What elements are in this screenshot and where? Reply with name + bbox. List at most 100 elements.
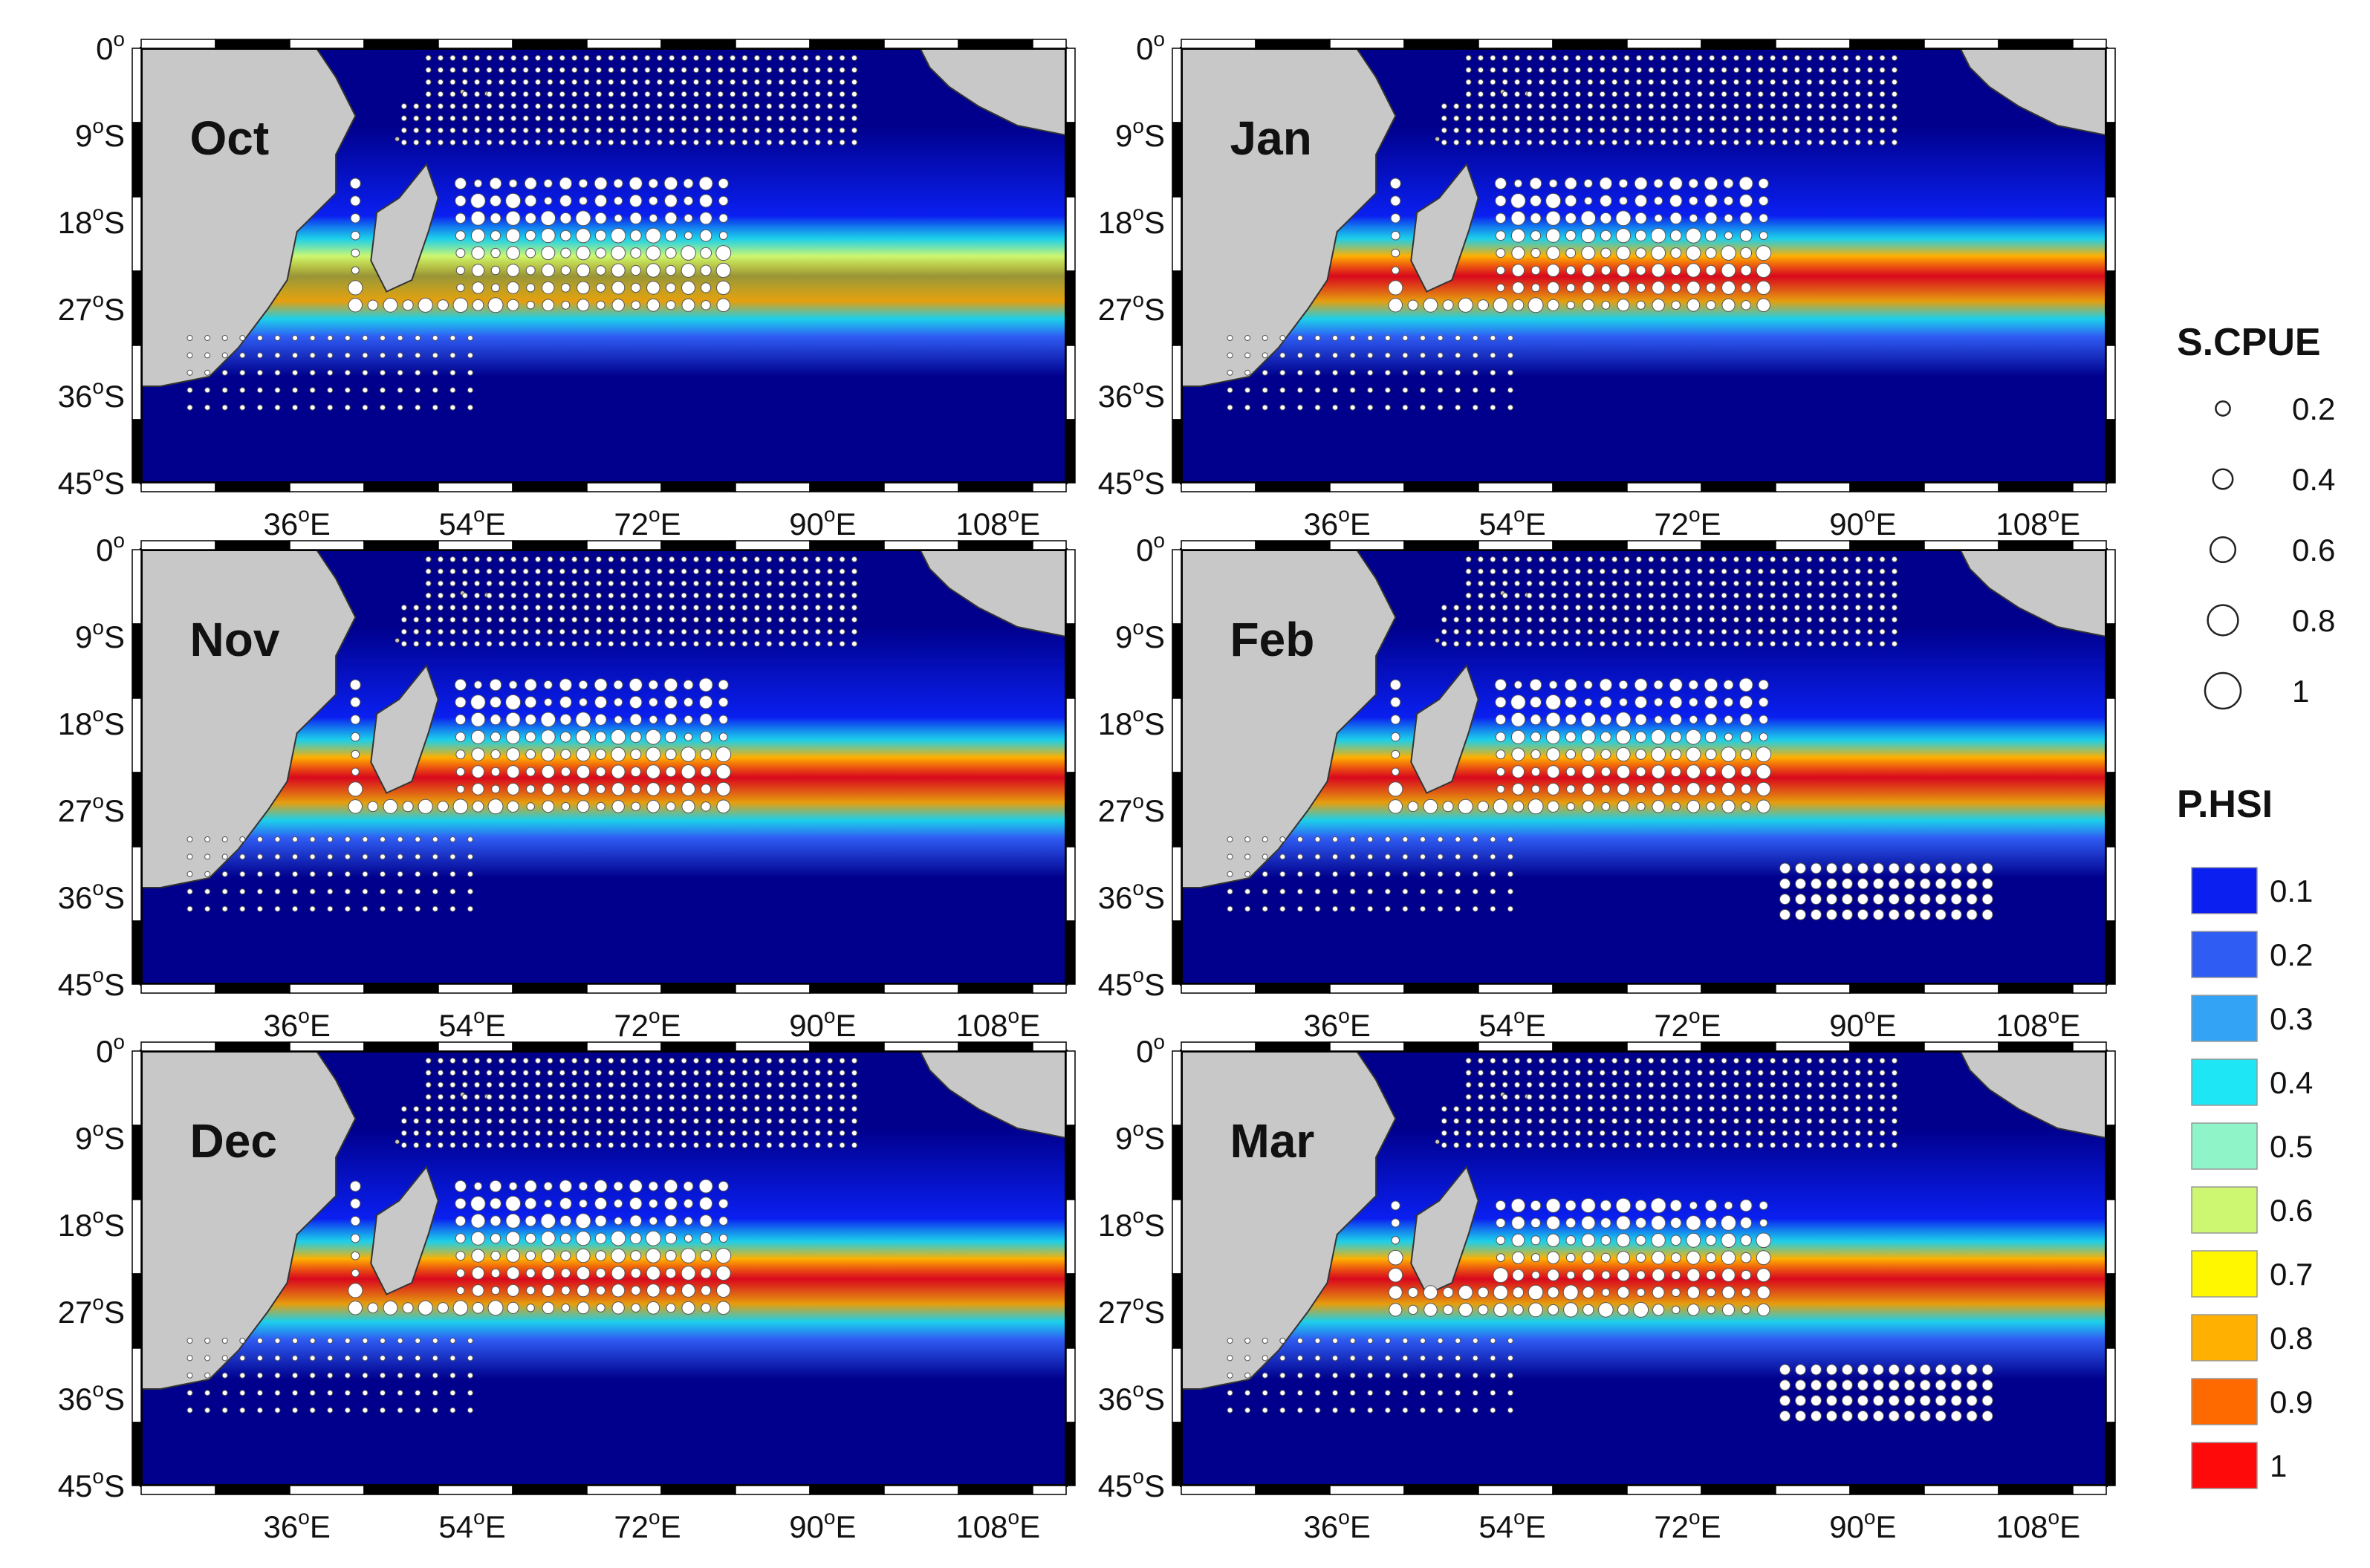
lon-tick-label: 54oE: [1478, 1506, 1545, 1544]
cpue-marker: [437, 139, 444, 146]
cpue-marker: [766, 91, 773, 97]
cpue-marker: [583, 1070, 590, 1076]
cpue-marker: [684, 195, 694, 206]
cpue-marker: [778, 67, 785, 74]
frame-segment: [958, 1485, 1033, 1495]
lat-tick-label: 27oS: [58, 288, 125, 327]
frame-segment: [660, 983, 736, 994]
cpue-marker: [1526, 617, 1533, 623]
cpue-marker: [1465, 1142, 1472, 1148]
frame-segment: [1065, 1422, 1076, 1486]
cpue-marker: [1551, 91, 1557, 97]
cpue-marker: [851, 605, 857, 611]
cpue-marker: [1314, 871, 1321, 877]
cpue-marker: [397, 352, 403, 359]
cpue-marker: [614, 1217, 623, 1226]
cpue-marker: [471, 765, 485, 778]
cpue-marker: [684, 1216, 693, 1226]
cpue-marker: [1745, 1106, 1752, 1112]
cpue-marker: [525, 265, 536, 276]
cpue-marker: [595, 580, 602, 587]
cpue-marker: [1854, 617, 1861, 623]
cpue-marker: [1879, 1081, 1886, 1088]
cpue-marker: [1587, 1142, 1594, 1148]
cpue-marker: [1490, 67, 1496, 74]
cpue-marker: [839, 1081, 845, 1088]
cpue-marker: [1565, 749, 1577, 760]
cpue-marker: [705, 605, 712, 611]
frame-segment: [2106, 1273, 2116, 1349]
cpue-marker: [505, 228, 521, 243]
cpue-marker: [656, 1142, 663, 1148]
cpue-marker: [718, 679, 729, 691]
cpue-marker: [1441, 628, 1447, 635]
cpue-marker: [1635, 55, 1642, 61]
cpue-marker: [741, 605, 748, 611]
cpue-marker: [1793, 568, 1800, 575]
cpue-marker: [1648, 1070, 1655, 1076]
frame-segment: [1998, 540, 2074, 550]
cpue-marker: [1611, 1058, 1618, 1064]
cpue-marker: [1477, 568, 1484, 575]
frame-segment: [1255, 482, 1331, 492]
cpue-marker: [1879, 1070, 1886, 1076]
cpue-marker: [684, 231, 693, 240]
cpue-marker: [1619, 196, 1628, 206]
cpue-marker: [1279, 387, 1286, 394]
cpue-marker: [204, 352, 211, 359]
frame-segment: [1032, 1485, 1067, 1495]
cpue-marker: [1669, 731, 1682, 744]
cpue-marker: [839, 127, 845, 134]
cpue-marker: [1244, 905, 1251, 912]
cpue-marker: [839, 1118, 845, 1125]
cpue-marker: [1686, 799, 1701, 813]
cpue-marker: [1587, 1130, 1594, 1136]
cpue-marker: [717, 55, 724, 61]
cpue-marker: [730, 1118, 736, 1125]
cpue-marker: [415, 1355, 421, 1362]
cpue-marker: [1770, 139, 1776, 146]
cpue-marker: [1635, 617, 1642, 623]
cpue-marker: [595, 1118, 602, 1125]
cpue-marker: [681, 556, 687, 562]
cpue-legend-marker: [2207, 604, 2239, 637]
cpue-marker: [1507, 352, 1513, 359]
cpue-marker: [1841, 894, 1853, 905]
cpue-marker: [1671, 1270, 1681, 1281]
cpue-marker: [1818, 55, 1825, 61]
cpue-marker: [256, 871, 263, 877]
cpue-marker: [1227, 369, 1233, 376]
cpue-marker: [827, 1118, 834, 1125]
cpue-marker: [814, 91, 821, 97]
cpue-marker: [595, 1070, 602, 1076]
cpue-marker: [1367, 905, 1374, 912]
cpue-marker: [525, 1268, 536, 1278]
cpue-marker: [1581, 263, 1595, 278]
frame-segment: [809, 540, 885, 550]
cpue-marker: [1562, 1118, 1569, 1125]
cpue-marker: [1367, 352, 1374, 359]
cpue-marker: [620, 1142, 626, 1148]
cpue-marker: [1841, 1364, 1853, 1376]
cpue-marker: [1367, 888, 1374, 895]
cpue-marker: [1740, 1217, 1753, 1229]
cpue-marker: [575, 729, 591, 745]
cpue-marker: [1635, 1252, 1646, 1263]
cpue-marker: [1611, 1093, 1618, 1100]
cpue-marker: [1388, 781, 1403, 797]
cpue-marker: [1490, 1130, 1496, 1136]
cpue-marker: [1296, 369, 1303, 376]
cpue-marker: [1782, 1130, 1788, 1136]
cpue-marker: [1818, 1130, 1825, 1136]
cpue-marker: [620, 556, 626, 562]
cpue-marker: [1562, 1142, 1569, 1148]
frame-segment: [1998, 482, 2074, 492]
cpue-marker: [449, 79, 456, 85]
cpue-marker: [1745, 605, 1752, 611]
cpue-marker: [1793, 1093, 1800, 1100]
cpue-marker: [1514, 1130, 1521, 1136]
cpue-marker: [505, 210, 521, 226]
cpue-marker: [1782, 91, 1788, 97]
cpue-marker: [1739, 713, 1753, 726]
cpue-marker: [256, 1372, 263, 1379]
